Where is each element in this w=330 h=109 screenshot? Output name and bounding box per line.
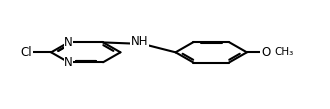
Text: Cl: Cl <box>20 46 32 59</box>
Text: N: N <box>64 56 73 69</box>
Text: NH: NH <box>131 35 148 48</box>
Text: N: N <box>64 36 73 49</box>
Text: O: O <box>261 46 270 59</box>
Text: CH₃: CH₃ <box>275 47 294 57</box>
